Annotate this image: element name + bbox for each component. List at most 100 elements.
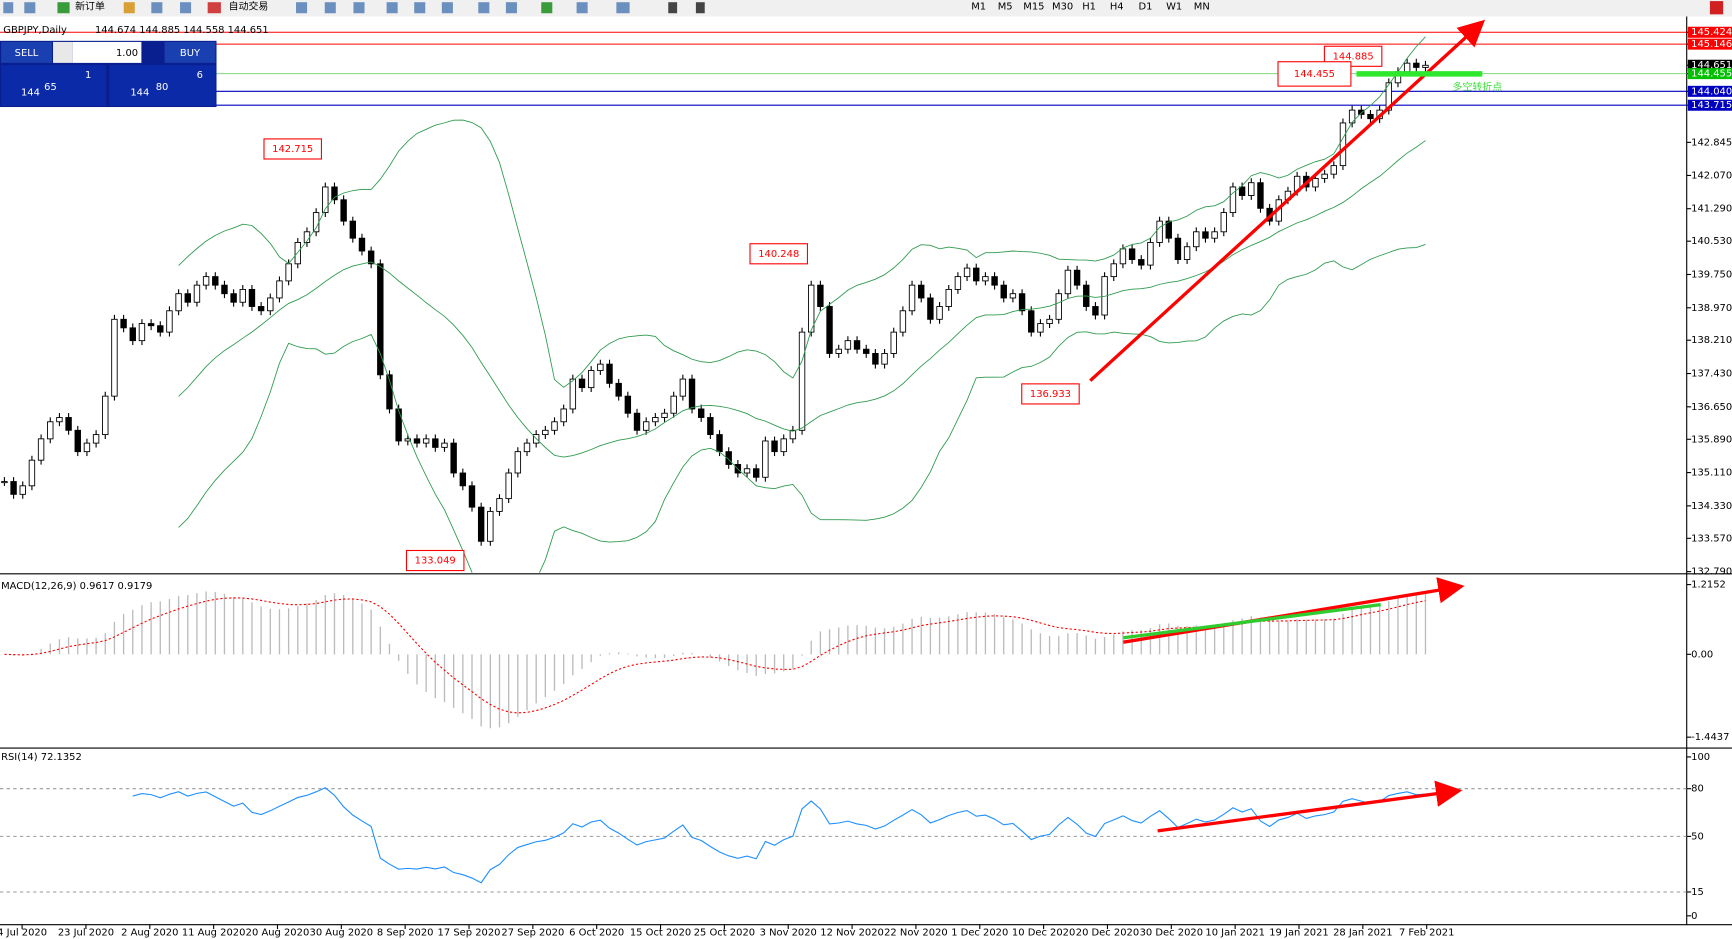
auto-trading-button[interactable]: 自动交易 xyxy=(229,0,269,13)
trend-arrows xyxy=(1089,19,1486,833)
candle xyxy=(285,263,292,282)
price-annotation: 144.455 xyxy=(1294,69,1335,80)
x-tick-label: 20 Dec 2020 xyxy=(1076,927,1139,938)
price-annotation-box xyxy=(1021,383,1080,405)
y-tick-label: 144.651 xyxy=(1691,60,1732,71)
x-tick-label: 30 Dec 2020 xyxy=(1140,927,1203,938)
candle xyxy=(56,417,63,423)
timeframe-button[interactable]: W1 xyxy=(1166,2,1182,13)
candle xyxy=(74,429,81,453)
sell-label[interactable]: SELL xyxy=(15,48,39,59)
y-tick-label: 15 xyxy=(1691,887,1704,898)
candle xyxy=(551,421,558,431)
candle xyxy=(1110,263,1117,278)
candle xyxy=(404,438,412,442)
bid-box[interactable] xyxy=(1,65,107,106)
candle xyxy=(1339,122,1347,167)
timeframe-button[interactable]: M30 xyxy=(1052,2,1073,13)
candle xyxy=(111,318,118,397)
x-tick-label: 12 Nov 2020 xyxy=(820,927,884,938)
candle xyxy=(661,412,668,418)
x-tick-label: 7 Feb 2021 xyxy=(1399,927,1454,938)
candle xyxy=(1193,231,1200,248)
timeframe-button[interactable]: M15 xyxy=(1023,2,1044,13)
trend-line xyxy=(1123,603,1381,640)
candle xyxy=(422,438,430,444)
candle xyxy=(853,340,861,350)
candle xyxy=(37,438,45,461)
trade-panel: SELL 1.00 BUY 144 65 1 144 80 6 xyxy=(0,40,217,108)
candle xyxy=(10,481,17,495)
candle xyxy=(1238,186,1246,196)
buy-label[interactable]: BUY xyxy=(180,48,201,59)
sell-button[interactable] xyxy=(1,41,52,63)
y-tick-label: 144.040 xyxy=(1691,86,1732,97)
candle xyxy=(276,280,283,299)
candle xyxy=(1138,259,1145,266)
candle xyxy=(890,331,897,354)
price-annotation: 136.933 xyxy=(1030,389,1071,400)
candle xyxy=(102,395,109,436)
candle xyxy=(175,293,182,312)
ask-box[interactable] xyxy=(109,65,216,106)
lots-input[interactable] xyxy=(72,41,142,63)
candle xyxy=(1358,109,1365,115)
bid-big: 144 xyxy=(21,88,40,99)
candle xyxy=(936,306,943,320)
candle xyxy=(780,438,787,453)
candle xyxy=(707,417,714,436)
timeframe-button[interactable]: H4 xyxy=(1110,2,1124,13)
chart-title: GBPJPY,Daily xyxy=(3,25,67,36)
candle xyxy=(808,284,815,333)
timeframe-button[interactable]: H1 xyxy=(1082,2,1096,13)
trend-arrow xyxy=(1089,19,1486,382)
candle xyxy=(826,306,833,354)
x-tick-label: 10 Dec 2020 xyxy=(1012,927,1075,938)
candle xyxy=(358,237,366,252)
x-tick-label: 25 Oct 2020 xyxy=(694,927,755,938)
candle xyxy=(1413,62,1420,68)
y-tick-label: 100 xyxy=(1691,752,1710,763)
candle xyxy=(92,434,100,444)
candle xyxy=(47,421,54,440)
buy-button[interactable] xyxy=(164,41,216,63)
candle xyxy=(542,429,549,436)
price-annotation-box xyxy=(1277,61,1352,87)
y-tick-label: 142.845 xyxy=(1691,137,1732,148)
timeframe-button[interactable]: M1 xyxy=(971,2,986,13)
new-order-button[interactable]: 新订单 xyxy=(75,0,105,13)
y-tick-label: 0.00 xyxy=(1691,649,1713,660)
candle xyxy=(523,442,531,453)
candle xyxy=(1385,82,1393,111)
candle xyxy=(762,440,769,478)
price-label-bg xyxy=(1687,38,1732,50)
candle xyxy=(1312,177,1319,188)
candle xyxy=(322,186,329,214)
timeframe-button[interactable]: MN xyxy=(1194,2,1210,13)
candle xyxy=(863,348,870,354)
bid-point: 1 xyxy=(85,70,91,81)
candle xyxy=(615,382,622,397)
timeframe-button[interactable]: M5 xyxy=(998,2,1013,13)
candle xyxy=(184,293,191,303)
toolbar xyxy=(0,0,1732,17)
candle xyxy=(257,306,265,312)
candle xyxy=(606,363,613,384)
candle xyxy=(1348,109,1356,124)
price-annotation: 144.885 xyxy=(1333,51,1374,62)
candle xyxy=(716,434,723,453)
lots-value[interactable]: 1.00 xyxy=(116,48,138,59)
candle xyxy=(1046,318,1053,325)
candle xyxy=(138,323,146,342)
candle xyxy=(587,370,595,389)
candle xyxy=(963,267,971,278)
candle xyxy=(872,353,879,365)
candle xyxy=(1229,186,1237,214)
x-tick-label: 19 Jan 2021 xyxy=(1269,927,1329,938)
lots-spinner[interactable] xyxy=(53,41,73,63)
candle xyxy=(340,199,347,222)
candle xyxy=(1183,246,1191,260)
price-label-bg xyxy=(1687,68,1732,80)
timeframe-button[interactable]: D1 xyxy=(1138,2,1152,13)
candle xyxy=(1,481,8,484)
